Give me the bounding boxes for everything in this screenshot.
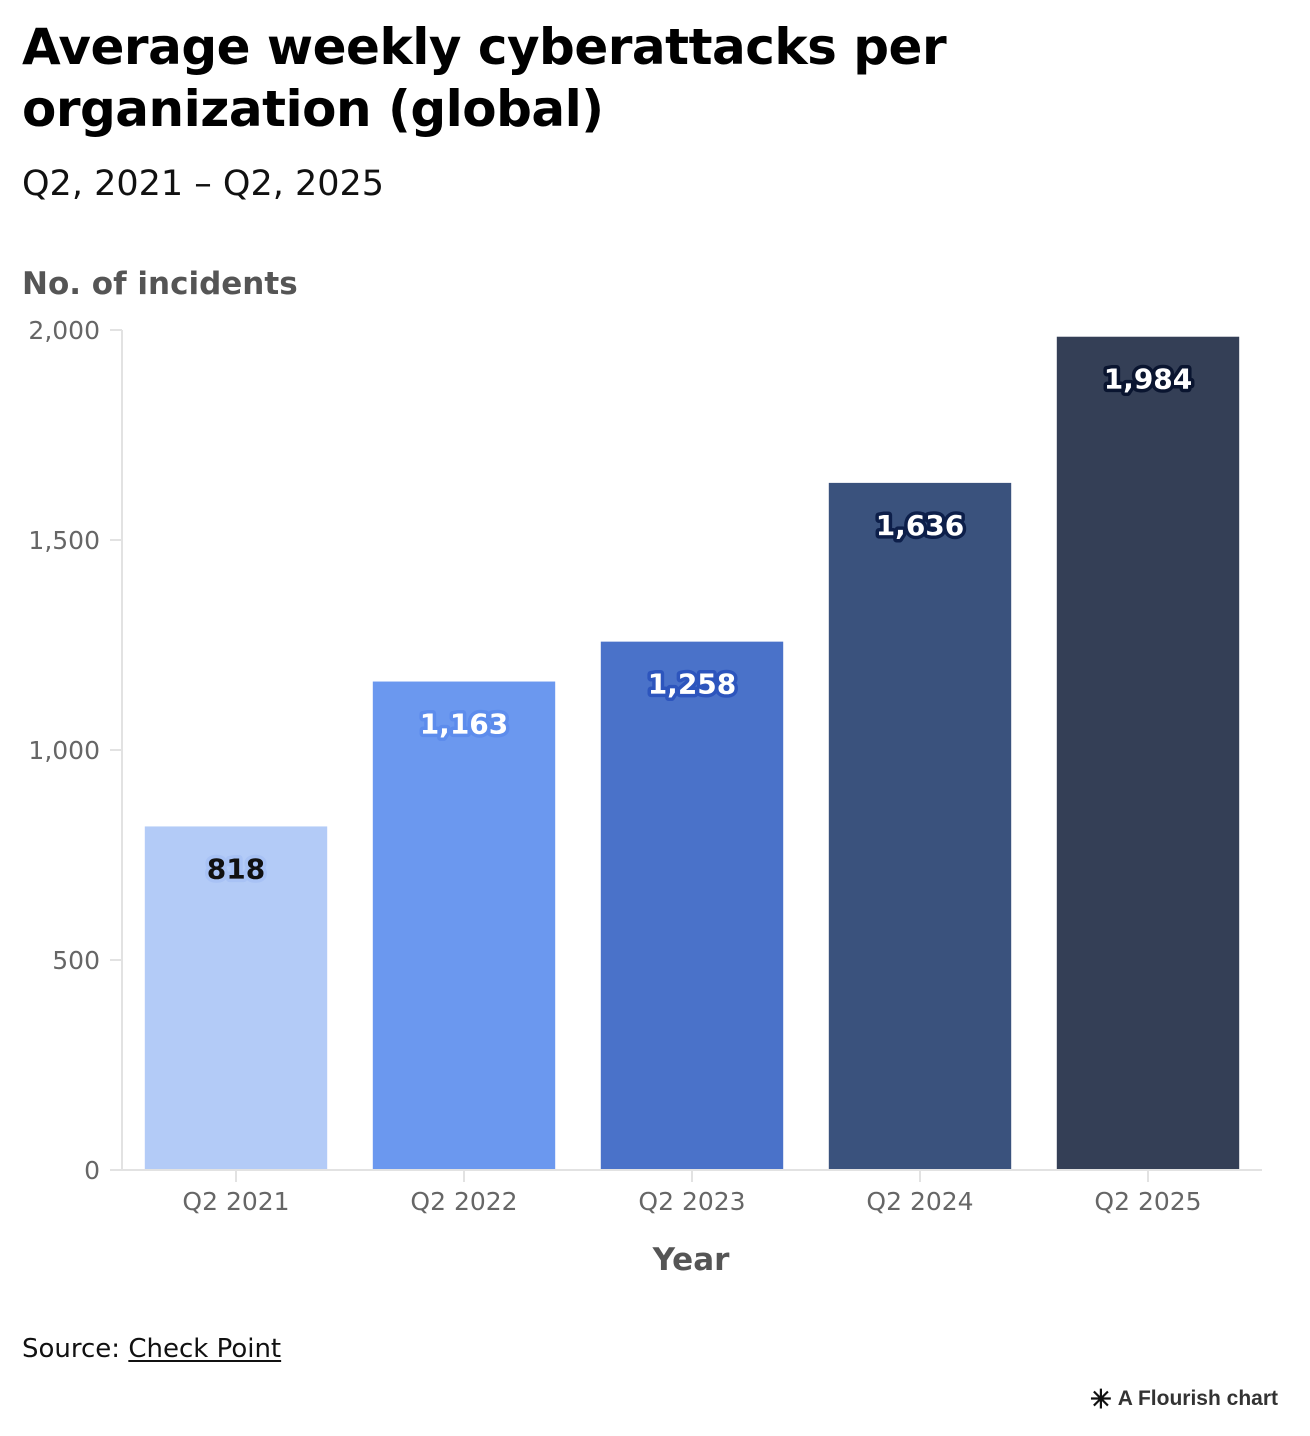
data-label: 1,636 (876, 509, 965, 542)
data-label: 818 (207, 852, 265, 885)
data-label: 1,163 (420, 708, 509, 741)
source-link[interactable]: Check Point (128, 1334, 282, 1364)
data-label: 1,258 (648, 668, 737, 701)
x-tick-label: Q2 2022 (410, 1187, 517, 1216)
data-labels: 818 1,163 1,258 1,636 1,984 (203, 359, 1196, 889)
x-tick-label: Q2 2024 (866, 1187, 973, 1216)
credit-text: A Flourish chart (1117, 1387, 1278, 1410)
data-label: 1,984 (1104, 363, 1193, 396)
flourish-star-icon: ✳ (1089, 1384, 1112, 1414)
bar[interactable] (828, 482, 1012, 1170)
bar[interactable] (144, 826, 328, 1170)
chart-title: Average weekly cyberattacks per organiza… (22, 18, 947, 138)
chart-subtitle: Q2, 2021 – Q2, 2025 (22, 164, 385, 204)
x-axis: Q2 2021 Q2 2022 Q2 2023 Q2 2024 Q2 2025 (182, 1170, 1202, 1216)
x-axis-title: Year (652, 1242, 731, 1278)
bar[interactable] (1056, 336, 1240, 1171)
y-tick-label: 0 (84, 1156, 100, 1185)
y-axis: 0 500 1,000 1,500 2,000 (28, 316, 122, 1185)
y-axis-title: No. of incidents (22, 266, 298, 302)
x-tick-label: Q2 2025 (1094, 1187, 1201, 1216)
bar[interactable] (600, 641, 784, 1170)
y-tick-label: 2,000 (28, 316, 100, 345)
source-prefix: Source: (22, 1334, 129, 1364)
bars (144, 336, 1240, 1171)
source-note: Source: Check Point (22, 1332, 281, 1366)
bar[interactable] (372, 681, 556, 1170)
bar-chart: No. of incidents 0 500 1,000 1,500 2,000 Q2 … (22, 266, 1262, 1278)
x-tick-label: Q2 2023 (638, 1187, 745, 1216)
y-tick-label: 1,000 (28, 736, 100, 765)
y-tick-label: 1,500 (28, 526, 100, 555)
y-tick-label: 500 (52, 946, 100, 975)
x-tick-label: Q2 2021 (182, 1187, 289, 1216)
flourish-credit[interactable]: ✳ A Flourish chart (1090, 1386, 1278, 1412)
